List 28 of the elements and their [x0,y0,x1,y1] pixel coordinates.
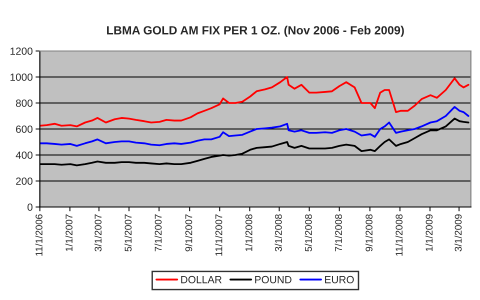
x-tick-label: 1/1/2008 [245,214,252,252]
x-tick-label: 11/1/2008 [395,214,403,256]
legend-label: EURO [325,276,354,284]
y-tick-label: 0 [28,204,32,211]
x-tick-label: 3/1/2007 [94,214,102,252]
line-series [40,76,470,128]
line-series [40,106,470,147]
x-tick-label: 11/1/2007 [215,214,222,256]
x-tick-label: 9/1/2008 [365,214,373,252]
x-tick-label: 3/1/2008 [274,214,282,252]
x-tick-label: 5/1/2008 [304,214,312,252]
x-tick-label: 11/1/2006 [35,214,42,256]
x-tick-label: 1/1/2007 [65,214,72,252]
x-tick-label: 3/1/2009 [454,214,462,252]
y-tick-label: 1000 [10,74,32,81]
x-tick-label: 9/1/2007 [185,214,192,252]
chart-title: LBMA GOLD AM FIX PER 1 OZ. (Nov 2006 - Feb 2009) [107,26,404,37]
legend-label: POUND [255,276,292,284]
y-tick-label: 400 [16,152,32,159]
x-tick-label: 7/1/2007 [154,214,162,252]
y-tick-label: 800 [16,100,32,107]
x-tick-label: 1/1/2009 [425,214,433,252]
legend-label: DOLLAR [181,276,222,284]
x-tick-label: 7/1/2008 [334,214,342,252]
y-tick-label: 600 [16,126,32,133]
x-tick-label: 5/1/2007 [124,214,132,252]
y-tick-label: 1200 [10,48,32,55]
y-tick-label: 200 [16,178,32,185]
